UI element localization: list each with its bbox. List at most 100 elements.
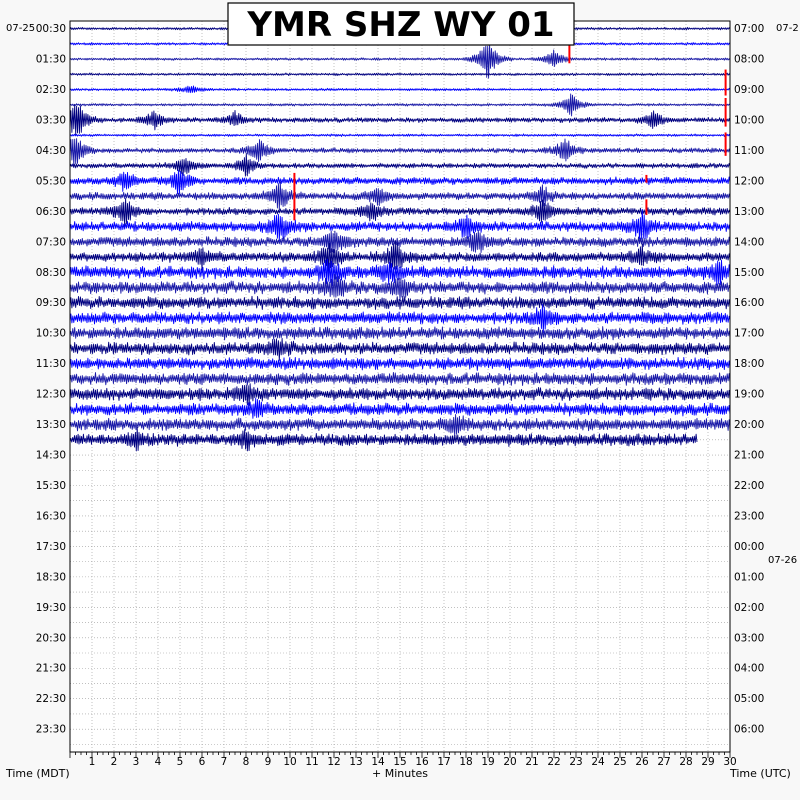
right-time-label: 05:00 [734, 693, 764, 705]
x-tick-label: 7 [221, 756, 228, 768]
trace-row [69, 85, 731, 94]
x-tick-label: 10 [283, 756, 296, 768]
x-tick-label: 27 [657, 756, 670, 768]
x-tick-label: 22 [547, 756, 560, 768]
trace-row [69, 326, 731, 341]
trace-row [69, 337, 731, 361]
right-time-label: 17:00 [734, 328, 764, 340]
x-tick-label: 17 [437, 756, 450, 768]
right-time-label: 15:00 [734, 267, 764, 279]
trace-row [69, 414, 731, 437]
right-time-label: 13:00 [734, 206, 764, 218]
left-time-label: 07:30 [36, 236, 66, 248]
left-date-label: 07-25 [6, 23, 35, 34]
left-time-label: 15:30 [36, 480, 66, 492]
trace-row [69, 198, 731, 228]
chart-title: YMR SHZ WY 01 [246, 5, 554, 45]
x-tick-label: 23 [569, 756, 582, 768]
left-time-label: 02:30 [36, 84, 66, 96]
x-tick-label: 14 [371, 756, 385, 768]
right-time-label: 03:00 [734, 632, 764, 644]
trace-row [69, 295, 731, 310]
left-time-label: 04:30 [36, 145, 66, 157]
x-tick-label: 11 [305, 756, 318, 768]
right-time-label: 11:00 [734, 145, 764, 157]
right-time-label: 04:00 [734, 663, 764, 675]
right-time-label: 12:00 [734, 175, 764, 187]
x-tick-label: 29 [701, 756, 714, 768]
x-tick-label: 3 [133, 756, 140, 768]
left-time-label: 16:30 [36, 510, 66, 522]
trace-row [69, 258, 731, 287]
x-tick-label: 16 [415, 756, 429, 768]
x-tick-label: 1 [89, 756, 96, 768]
right-time-label: 14:00 [734, 236, 764, 248]
trace-row [69, 133, 731, 137]
x-tick-label: 25 [613, 756, 626, 768]
trace-row [69, 240, 731, 272]
right-time-label: 06:00 [734, 724, 764, 736]
x-tick-label: 9 [265, 756, 272, 768]
left-time-label: 08:30 [36, 267, 66, 279]
left-time-label: 03:30 [36, 114, 66, 126]
left-time-label: 00:30 [36, 23, 66, 35]
right-time-label: 21:00 [734, 450, 764, 462]
x-axis-label: + Minutes [372, 767, 428, 780]
trace-row [69, 397, 731, 419]
x-tick-label: 12 [327, 756, 340, 768]
plot-grid [70, 21, 730, 752]
trace-row [69, 153, 731, 177]
left-time-label: 05:30 [36, 175, 66, 187]
right-time-label: 07:00 [734, 23, 764, 35]
left-time-label: 14:30 [36, 450, 66, 462]
left-time-label: 11:30 [36, 358, 66, 370]
left-time-label: 19:30 [36, 602, 66, 614]
x-tick-label: 4 [155, 756, 162, 768]
left-time-label: 22:30 [36, 693, 66, 705]
trace-row [69, 208, 731, 242]
x-tick-label: 30 [723, 756, 736, 768]
left-time-label: 06:30 [36, 206, 66, 218]
right-axis-label: Time (UTC) [729, 767, 791, 780]
trace-row [69, 383, 731, 406]
left-time-label: 13:30 [36, 419, 66, 431]
trace-row [69, 273, 731, 302]
x-tick-label: 20 [503, 756, 516, 768]
right-time-label: 20:00 [734, 419, 764, 431]
right-time-label: 23:00 [734, 510, 764, 522]
right-time-label: 00:00 [734, 541, 764, 553]
x-tick-label: 18 [459, 756, 472, 768]
left-time-label: 01:30 [36, 54, 66, 66]
trace-row [69, 72, 731, 77]
x-tick-label: 2 [111, 756, 118, 768]
x-tick-label: 19 [481, 756, 494, 768]
trace-row [69, 169, 731, 195]
x-tick-label: 21 [525, 756, 538, 768]
right-time-label: 01:00 [734, 571, 764, 583]
trace-row [69, 304, 731, 334]
axes: 00:30 01:30 02:30 03:30 04:30 05:30 06:30 07:30… [36, 20, 764, 768]
right-time-label: 08:00 [734, 54, 764, 66]
right-time-label: 18:00 [734, 358, 764, 370]
left-time-label: 10:30 [36, 328, 66, 340]
right-date-change-label: 07-26 [768, 555, 797, 566]
right-time-label: 02:00 [734, 602, 764, 614]
x-tick-label: 13 [349, 756, 362, 768]
left-axis-label: Time (MDT) [5, 767, 70, 780]
right-time-label: 10:00 [734, 114, 764, 126]
trace-row [69, 427, 698, 452]
left-time-label: 20:30 [36, 632, 66, 644]
left-time-label: 12:30 [36, 389, 66, 401]
trace-row [69, 371, 731, 386]
x-tick-label: 6 [199, 756, 206, 768]
left-time-label: 21:30 [36, 663, 66, 675]
left-time-label: 17:30 [36, 541, 66, 553]
x-tick-label: 28 [679, 756, 692, 768]
title-box [227, 2, 575, 46]
left-time-label: 23:30 [36, 724, 66, 736]
right-time-label: 19:00 [734, 389, 764, 401]
x-tick-label: 26 [635, 756, 649, 768]
x-tick-label: 24 [591, 756, 605, 768]
x-tick-label: 5 [177, 756, 184, 768]
